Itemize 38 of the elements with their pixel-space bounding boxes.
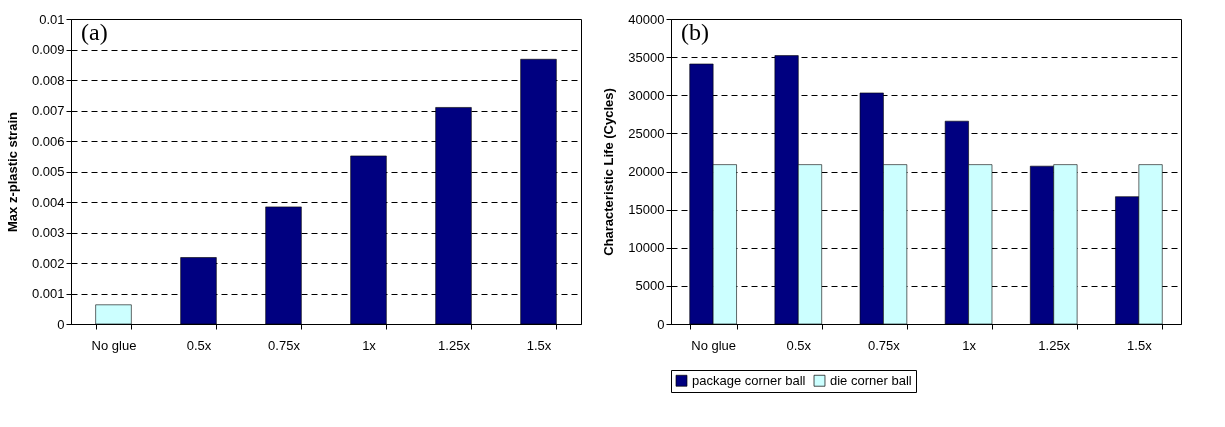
- annotation: (a): [81, 19, 108, 45]
- legend-label: die corner ball: [830, 372, 912, 388]
- y-tick-label: 25000: [628, 125, 665, 141]
- y-tick-label: 0.01: [39, 11, 65, 27]
- x-tick-label: 1x: [362, 337, 377, 353]
- x-tick-label: 1.5x: [1127, 337, 1153, 353]
- y-tick-label: 0: [57, 316, 65, 332]
- y-tick-label: 0.009: [31, 42, 65, 57]
- y-tick-label: 10000: [628, 240, 665, 256]
- x-tick-label: 0.75x: [868, 337, 901, 353]
- y-tick-label: 20000: [628, 164, 665, 179]
- x-tick-label: 0.5x: [186, 337, 212, 353]
- annotation: (b): [681, 19, 709, 45]
- y-tick-label: 0.001: [31, 286, 65, 301]
- y-tick-label: 0.004: [31, 194, 65, 210]
- y-tick-label: 40000: [628, 11, 665, 27]
- y-axis-title: Max z-plastic strain: [4, 111, 20, 232]
- y-tick-label: 5000: [635, 278, 665, 294]
- y-tick-label: 0.005: [31, 164, 65, 179]
- y-tick-label: 15000: [628, 202, 665, 218]
- x-tick-label: 1.25x: [1038, 337, 1071, 353]
- x-tick-label: No glue: [91, 337, 137, 353]
- y-tick-label: 0.003: [31, 225, 65, 240]
- x-tick-label: No glue: [691, 337, 737, 353]
- x-tick-label: 0.5x: [786, 337, 812, 353]
- y-tick-label: 0.006: [31, 133, 65, 149]
- x-tick-label: 1.5x: [526, 337, 552, 353]
- y-tick-label: 0: [657, 316, 665, 332]
- y-tick-label: 30000: [628, 87, 665, 103]
- legend-label: package corner ball: [692, 372, 806, 388]
- x-tick-label: 1.25x: [438, 337, 471, 353]
- y-tick-label: 0.002: [31, 255, 65, 271]
- x-tick-label: 0.75x: [268, 337, 301, 353]
- y-tick-label: 35000: [628, 49, 665, 65]
- y-tick-label: 0.008: [31, 72, 65, 88]
- x-tick-label: 1x: [962, 337, 977, 353]
- y-axis-title: Characteristic Life (Cycles): [601, 88, 617, 256]
- y-tick-label: 0.007: [31, 103, 65, 118]
